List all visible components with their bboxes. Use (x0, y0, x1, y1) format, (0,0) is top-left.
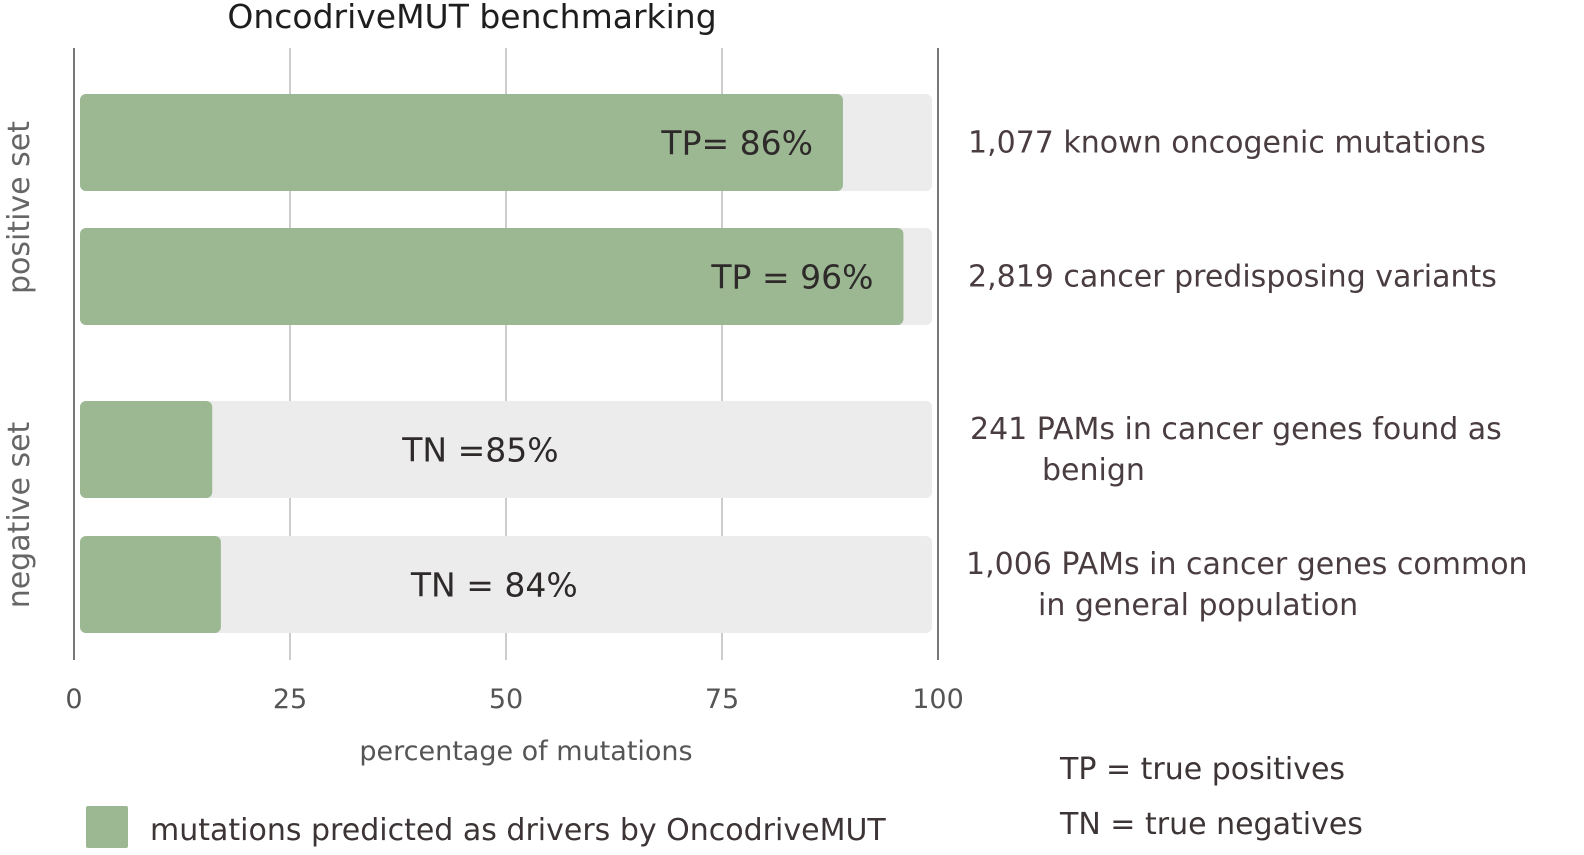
group-labels: positive set negative set (2, 121, 37, 609)
category-description: in general population (1038, 588, 1358, 623)
category-descriptions: 1,077 known oncogenic mutations 2,819 can… (966, 126, 1528, 624)
group-label: negative set (2, 421, 37, 608)
bar-label: TP= 86% (660, 124, 813, 163)
note-tn: TN = true negatives (1059, 807, 1363, 842)
category-description: benign (1042, 453, 1145, 488)
group-label: positive set (2, 121, 37, 294)
bar-label: TN = 84% (410, 566, 578, 605)
legend-label: mutations predicted as drivers by Oncodr… (150, 813, 886, 848)
category-description: 1,006 PAMs in cancer genes common (966, 547, 1528, 582)
category-description: 2,819 cancer predisposing variants (968, 260, 1497, 295)
x-tick-label: 75 (705, 684, 739, 715)
bar-background (80, 536, 932, 633)
bars: TP= 86% TP = 96% TN =85% TN = 84% (80, 94, 932, 633)
bar-label: TP = 96% (710, 258, 873, 297)
x-tick-label: 100 (912, 684, 964, 715)
bar (80, 536, 221, 633)
category-description: 1,077 known oncogenic mutations (968, 126, 1486, 161)
x-tick-label: 0 (65, 684, 82, 715)
bar (80, 401, 213, 498)
category-description: 241 PAMs in cancer genes found as (970, 412, 1502, 447)
bar (80, 94, 843, 191)
legend: mutations predicted as drivers by Oncodr… (86, 806, 886, 848)
x-axis-ticks: 0 25 50 75 100 (65, 684, 963, 715)
bar-label: TN =85% (401, 431, 558, 470)
chart-title: OncodriveMUT benchmarking (227, 0, 716, 36)
x-axis-label: percentage of mutations (359, 736, 692, 767)
bar (80, 228, 904, 325)
x-tick-label: 50 (489, 684, 523, 715)
note-tp: TP = true positives (1059, 752, 1345, 787)
legend-swatch (86, 806, 128, 848)
bar-background (80, 401, 932, 498)
x-tick-label: 25 (273, 684, 307, 715)
abbreviation-notes: TP = true positives TN = true negatives (1059, 752, 1363, 842)
